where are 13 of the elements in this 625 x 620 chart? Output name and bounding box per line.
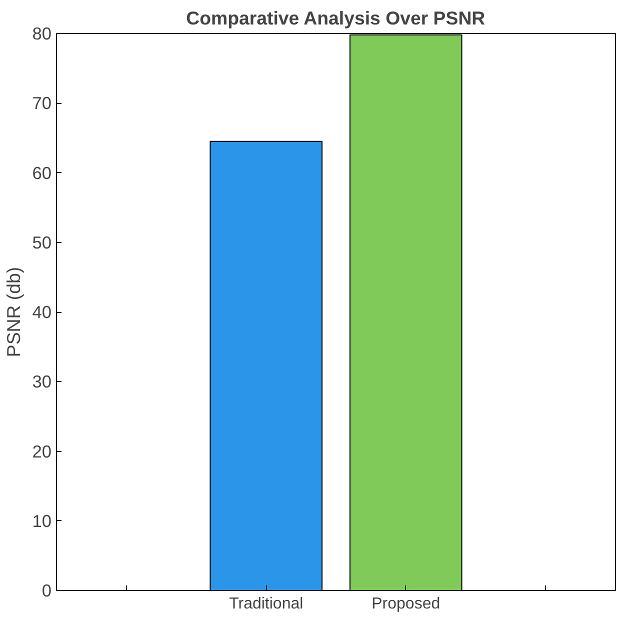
y-tick-label: 70 xyxy=(32,93,52,114)
y-tick-label: 80 xyxy=(32,24,52,44)
y-tick-label: 40 xyxy=(32,302,52,322)
y-tick-label: 30 xyxy=(32,372,52,392)
y-axis-title: PSNR (db) xyxy=(3,266,24,358)
x-tick-label: Proposed xyxy=(372,596,440,612)
y-tick-label: 20 xyxy=(32,441,52,462)
y-tick-label: 0 xyxy=(42,580,52,600)
y-tick-label: 50 xyxy=(32,232,52,252)
chart-title: Comparative Analysis Over PSNR xyxy=(186,8,486,28)
y-tick-label: 10 xyxy=(32,510,52,531)
x-tick-label: Traditional xyxy=(229,596,304,612)
y-tick-label: 60 xyxy=(32,162,52,183)
